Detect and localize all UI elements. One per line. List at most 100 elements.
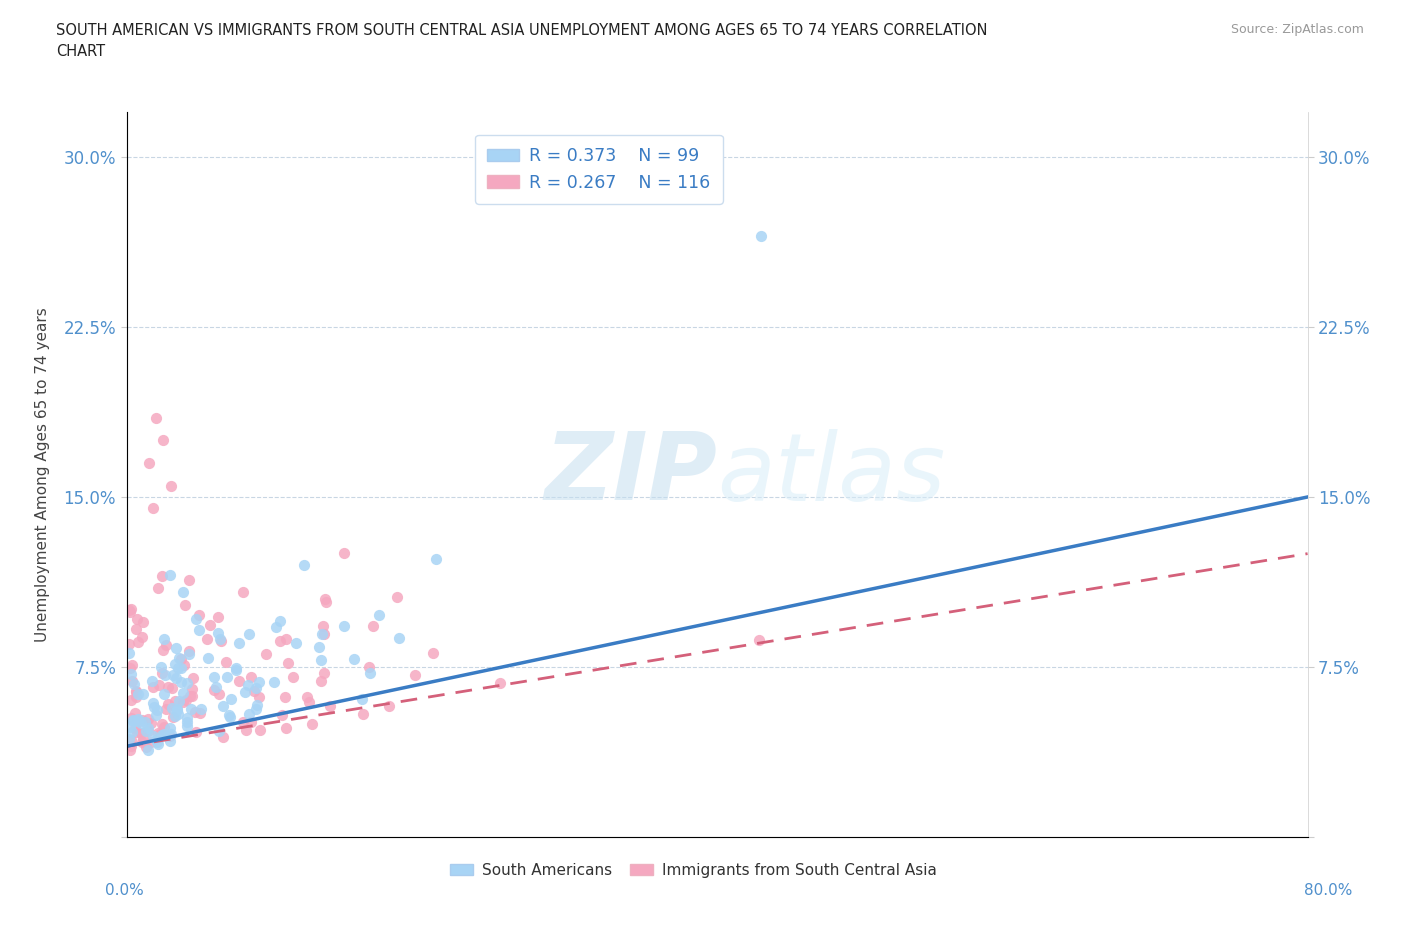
Point [128,687,150,702]
Point [146,580,169,595]
Point [368,607,391,622]
Point [202,683,225,698]
Point [139,715,162,730]
Point [122,714,145,729]
Point [238,627,260,642]
Point [425,551,447,566]
Point [136,724,159,738]
Point [277,656,299,671]
Point [751,229,773,244]
Point [245,681,267,696]
Point [352,692,374,707]
Point [145,735,167,750]
Point [153,631,176,646]
Point [271,708,294,723]
Point [159,729,181,744]
Point [188,622,211,637]
Point [136,721,159,736]
Point [146,725,169,740]
Point [239,714,262,729]
Point [301,717,323,732]
Point [243,684,266,698]
Point [131,730,153,745]
Point [205,680,228,695]
Point [159,721,181,736]
Y-axis label: Unemployment Among Ages 65 to 74 years: Unemployment Among Ages 65 to 74 years [35,307,49,642]
Point [142,728,165,743]
Point [238,707,260,722]
Point [118,742,141,757]
Point [131,735,153,750]
Point [284,636,307,651]
Point [188,706,211,721]
Point [120,604,142,619]
Legend: South Americans, Immigrants from South Central Asia: South Americans, Immigrants from South C… [443,857,943,884]
Point [748,632,770,647]
Point [125,684,148,699]
Point [163,694,186,709]
Point [269,633,291,648]
Text: Source: ZipAtlas.com: Source: ZipAtlas.com [1230,23,1364,36]
Point [357,659,380,674]
Point [155,702,177,717]
Point [352,707,374,722]
Point [404,668,426,683]
Point [218,710,240,724]
Point [388,631,411,645]
Point [263,674,285,689]
Point [152,720,174,735]
Point [225,661,247,676]
Point [145,703,167,718]
Point [343,651,366,666]
Point [124,721,146,736]
Point [149,726,172,741]
Point [135,724,157,738]
Point [127,634,149,649]
Point [157,697,180,711]
Point [125,689,148,704]
Point [235,723,257,737]
Point [489,675,512,690]
Point [150,728,173,743]
Point [120,711,142,725]
Point [125,684,148,698]
Point [120,667,142,682]
Point [156,680,179,695]
Point [150,568,173,583]
Point [235,684,257,699]
Point [264,619,287,634]
Point [207,686,229,701]
Point [176,675,198,690]
Point [150,666,173,681]
Point [134,714,156,729]
Point [198,618,221,632]
Point [127,712,149,727]
Point [215,655,238,670]
Point [274,689,297,704]
Point [314,591,336,606]
Point [165,641,187,656]
Point [128,713,150,728]
Point [312,619,335,634]
Point [166,702,188,717]
Text: 80.0%: 80.0% [1305,883,1353,897]
Point [245,702,267,717]
Point [136,743,159,758]
Point [212,730,235,745]
Point [180,701,202,716]
Point [160,681,183,696]
Point [160,700,183,715]
Point [148,737,170,751]
Point [314,665,336,680]
Point [173,658,195,673]
Point [249,723,271,737]
Point [212,698,235,713]
Point [166,707,188,722]
Point [176,715,198,730]
Point [141,735,163,750]
Point [276,721,298,736]
Point [181,689,204,704]
Point [131,686,153,701]
Point [208,724,231,738]
Point [120,693,142,708]
